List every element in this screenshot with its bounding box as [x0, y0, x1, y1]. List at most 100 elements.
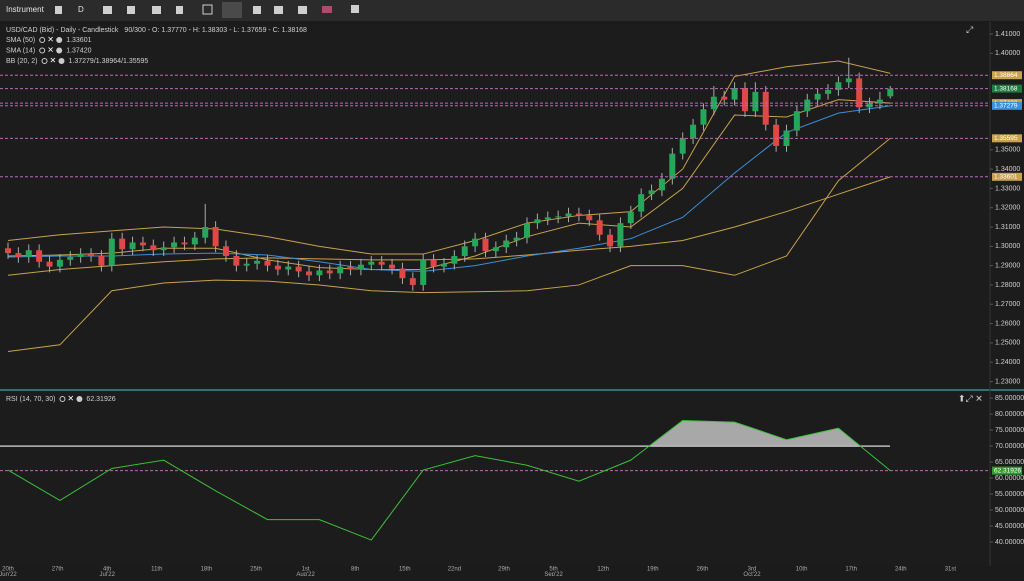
theme-icon[interactable] — [298, 6, 307, 14]
candle-body — [752, 91, 759, 112]
indicator-name: RSI (14, 70, 30) — [6, 396, 55, 403]
level-label: 1.35595 — [994, 135, 1018, 142]
bars-icon[interactable] — [253, 6, 261, 14]
chart-title: USD/CAD (Bid) - Daily - Candlestick — [6, 27, 119, 34]
pen-icon[interactable] — [127, 6, 135, 14]
x-tick-label: 26th — [697, 567, 709, 573]
level-box — [992, 172, 1022, 181]
delete-icon[interactable] — [176, 6, 183, 14]
candle-body — [617, 223, 624, 247]
remove-icon: ✕ — [50, 56, 57, 65]
level-box — [992, 101, 1022, 110]
candle-body — [513, 237, 520, 241]
visibility-icon — [59, 396, 66, 402]
candle-body — [669, 153, 676, 179]
candle-body — [191, 237, 198, 245]
y-tick-label: 1.25000 — [995, 340, 1020, 347]
x-tick-label: 10th — [796, 567, 808, 573]
level-box — [992, 134, 1022, 143]
bb-middle — [7, 105, 891, 272]
candle-body — [825, 89, 832, 94]
instrument-menu[interactable]: Instrument — [6, 5, 45, 14]
candle-body — [56, 259, 63, 267]
x-tick-label: 11th — [151, 567, 162, 573]
y-tick-label: 1.31000 — [995, 224, 1020, 231]
y-tick-label: 80.00000 — [995, 411, 1024, 418]
x-tick-label: 31st — [945, 567, 957, 573]
candle-body — [25, 250, 32, 257]
candle-body — [243, 263, 250, 266]
candle-body — [337, 266, 344, 274]
rsi-controls[interactable]: ⬆⤢ ✕ — [958, 393, 983, 403]
indicator-name: SMA (50) — [6, 37, 35, 44]
candle-body — [409, 278, 416, 285]
candle-body — [399, 268, 406, 279]
language-icon[interactable] — [322, 6, 332, 13]
y-tick-label: 1.33000 — [995, 185, 1020, 192]
draw-icon[interactable] — [103, 6, 112, 14]
window-icon[interactable] — [351, 5, 359, 13]
candle-body — [420, 259, 427, 285]
x-tick-label: 25th — [250, 567, 262, 573]
candle-body — [274, 265, 281, 270]
price-panel — [0, 22, 1024, 389]
share-icon[interactable] — [274, 6, 283, 14]
x-tick-label: 22nd — [448, 567, 461, 573]
candle-body — [77, 254, 84, 257]
chart-type-icon[interactable] — [55, 6, 62, 14]
rsi-panel — [0, 392, 1024, 566]
x-tick-label: 3rd — [748, 567, 757, 573]
remove-icon: ✕ — [47, 46, 54, 55]
candle-body — [472, 238, 479, 247]
candle-body — [721, 96, 728, 100]
x-month-label: Jun'22 — [0, 572, 17, 576]
y-tick-label: 1.32000 — [995, 205, 1020, 212]
x-tick-label: 20th — [2, 567, 14, 573]
ohlc-info: 90/300 - O: 1.37770 - H: 1.38303 - L: 1.… — [124, 27, 307, 34]
candle-body — [887, 88, 894, 97]
candle-body — [866, 103, 873, 108]
candle-body — [129, 242, 136, 250]
level-box — [992, 466, 1022, 475]
y-tick-label: 70.00000 — [995, 443, 1024, 450]
candle-body — [710, 96, 717, 110]
rsi-line — [7, 419, 891, 541]
expand-icon[interactable]: ⤢ — [965, 24, 973, 34]
visibility-icon — [41, 58, 48, 64]
x-tick-label: 1st — [302, 567, 310, 573]
candle-body — [451, 255, 458, 264]
toolbar-icons[interactable] — [55, 2, 359, 18]
candle-body — [492, 247, 499, 252]
fullscreen-button[interactable] — [222, 2, 242, 18]
x-tick-label: 8th — [351, 567, 359, 573]
y-tick-label: 55.00000 — [995, 491, 1024, 498]
candle-body — [181, 242, 188, 245]
x-month-label: Sep'22 — [544, 572, 563, 576]
visibility-icon — [39, 47, 46, 54]
y-tick-label: 1.34000 — [995, 166, 1020, 173]
candle-body — [171, 242, 178, 248]
level-label: 1.37279 — [994, 103, 1018, 110]
settings-icon — [58, 58, 65, 64]
candle-body — [555, 216, 562, 218]
level-label: 1.38864 — [994, 72, 1018, 79]
y-tick-label: 1.30000 — [995, 243, 1020, 250]
candle-body — [793, 111, 800, 131]
candle-body — [762, 91, 769, 125]
y-tick-label: 1.27000 — [995, 301, 1020, 308]
candle-body — [648, 190, 655, 195]
candle-body — [254, 260, 261, 264]
candle-body — [440, 263, 447, 267]
candle-body — [15, 253, 22, 257]
candle-body — [202, 227, 209, 238]
timeframe-menu[interactable]: D — [78, 5, 84, 14]
candle-body — [139, 242, 146, 246]
remove-icon: ✕ — [47, 35, 54, 44]
indicators-icon[interactable] — [152, 6, 161, 14]
y-tick-label: 1.29000 — [995, 262, 1020, 269]
candle-body — [389, 264, 396, 269]
y-tick-label: 45.00000 — [995, 523, 1024, 530]
layout-icon[interactable] — [202, 4, 213, 15]
candle-body — [119, 238, 126, 250]
